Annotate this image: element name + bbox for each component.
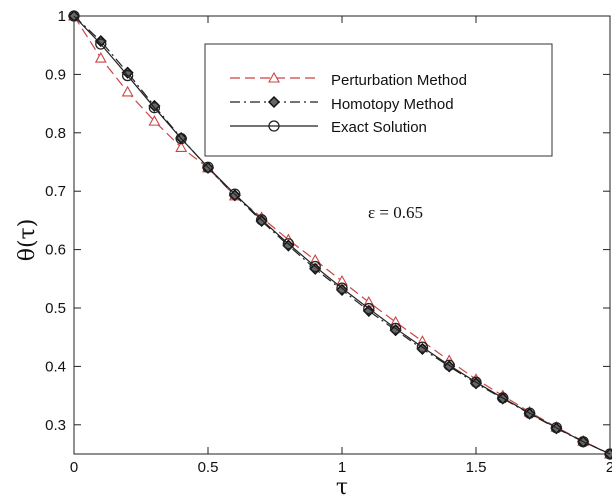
exact-point <box>121 69 134 82</box>
exact-point <box>95 38 107 50</box>
legend-marker-perturbation <box>268 71 280 83</box>
legend-samples <box>230 71 318 132</box>
x-tick-label: 1.5 <box>466 459 487 476</box>
y-tick-label: 0.7 <box>45 183 66 200</box>
exact-point <box>443 359 455 371</box>
series-layer <box>67 9 612 461</box>
perturbation-point <box>121 85 134 97</box>
exact-point <box>229 188 241 200</box>
legend: Perturbation Method Homotopy Method Exac… <box>204 43 553 157</box>
exact-point <box>389 322 402 335</box>
exact-point <box>363 302 375 315</box>
exact-point <box>416 341 429 353</box>
x-tick-label: 2 <box>606 459 612 476</box>
y-tick-label: 0.6 <box>45 242 66 259</box>
homotopy-point <box>94 35 107 48</box>
axis-ticks: 0 0.5 1 1.5 2 0.3 0.4 0.5 0.6 0.7 0.8 0.9 1 <box>45 8 612 476</box>
legend-marker-exact <box>268 120 280 132</box>
legend-label-perturbation: Perturbation Method <box>331 72 467 89</box>
legend-marker-homotopy <box>267 95 281 109</box>
exact-point <box>497 392 509 404</box>
y-axis-label: θ(τ) <box>15 219 40 262</box>
exact-point <box>523 407 536 419</box>
x-tick-label: 0 <box>70 459 78 476</box>
legend-box <box>204 43 553 157</box>
y-tick-label: 0.4 <box>45 358 66 375</box>
exact-point <box>604 448 612 460</box>
perturbation-point <box>94 51 107 63</box>
exact-point <box>148 102 161 114</box>
exact-point <box>309 260 321 273</box>
epsilon-annotation: ε = 0.65 <box>368 203 423 222</box>
exact-point <box>550 422 563 434</box>
y-tick-label: 1 <box>58 8 66 25</box>
perturbation-point <box>148 114 161 126</box>
exact-point <box>577 436 589 448</box>
exact-point <box>470 376 482 388</box>
exact-point <box>68 10 80 22</box>
exact-point <box>282 238 295 250</box>
exact-series <box>68 10 612 460</box>
x-tick-label: 1 <box>338 459 346 476</box>
y-tick-label: 0.5 <box>45 300 66 317</box>
exact-point <box>336 282 348 294</box>
x-axis-label: τ <box>336 475 348 498</box>
exact-line <box>73 15 611 455</box>
x-tick-label: 0.5 <box>198 459 219 476</box>
exact-point <box>255 214 268 226</box>
y-tick-label: 0.8 <box>45 125 66 142</box>
y-tick-label: 0.3 <box>45 417 66 434</box>
exact-point <box>175 132 187 145</box>
exact-point <box>202 161 214 173</box>
y-tick-label: 0.9 <box>45 66 66 83</box>
legend-label-exact: Exact Solution <box>331 119 427 136</box>
legend-label-homotopy: Homotopy Method <box>331 96 454 113</box>
perturbation-point <box>175 141 188 152</box>
